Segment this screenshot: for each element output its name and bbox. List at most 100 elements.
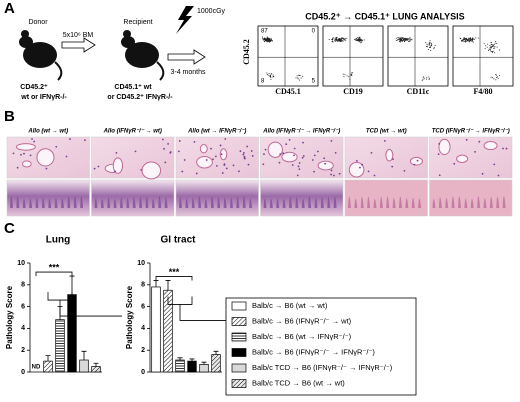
panel-label: A [4,0,15,17]
villus [198,196,202,208]
y-tick-label: 6 [141,303,145,310]
flow-event [331,41,333,42]
infiltrate [212,158,214,161]
infiltrate [167,143,169,145]
flow-event [403,38,405,40]
infiltrate [250,150,253,152]
flow-event [360,42,362,44]
flow-event [497,76,498,78]
y-tick-label: 8 [141,282,145,289]
infiltrate [438,143,441,145]
flow-event [430,46,431,48]
flow-event [342,37,344,39]
legend-label: Balb/c TCD → B6 (IFNγR⁻/⁻ → IFNγR⁻/⁻) [252,363,393,372]
flow-event [493,47,495,49]
flow-event [265,39,267,41]
flow-event [466,38,468,40]
flow-event [266,36,268,38]
flow-event [273,75,275,77]
flow-event [491,46,493,48]
flow-event [469,40,471,42]
infiltrate [465,138,468,141]
flow-event [399,37,401,39]
flow-event [472,38,473,40]
flow-event [406,38,408,40]
villus [438,197,442,208]
infiltrate [263,153,265,155]
flow-event [425,78,427,80]
flow-event [470,39,471,41]
infiltrate [313,154,316,157]
airway [21,160,32,168]
flow-event [404,39,405,41]
flow-event [467,40,469,42]
flow-event [470,38,472,40]
chart-title: Lung [46,235,70,246]
flow-event [264,40,266,42]
airway [199,144,208,154]
flow-event [355,40,357,41]
flow-event [340,40,341,42]
villus [399,196,402,208]
infiltrate [279,153,282,156]
flow-event [339,40,341,42]
infiltrate [243,155,246,158]
villus [392,198,396,208]
flow-event [345,39,347,41]
villus [48,198,52,208]
significance-bracket [47,292,122,317]
infiltrate [163,147,165,150]
flow-event [266,41,268,43]
villus [16,196,20,208]
flow-event [470,38,471,39]
villus [276,198,280,208]
infiltrate [302,155,305,157]
legend-label: Balb/c → B6 (IFNγR⁻/⁻ → IFNγR⁻/⁻) [252,347,375,356]
flow-event [423,78,425,80]
flow-event [357,40,359,42]
infiltrate [403,169,406,172]
infiltrate [370,151,373,154]
infiltrate [323,157,326,160]
infiltrate [296,174,299,177]
flow-event [398,39,400,40]
infiltrate [225,167,228,170]
flow-event [298,74,300,76]
infiltrate [115,151,118,154]
flow-event [488,50,490,52]
flow-event [339,39,340,40]
infiltrate [23,152,25,155]
lung-image [175,136,259,179]
airway [438,138,451,156]
infiltrate [361,163,364,166]
infiltrate [497,174,500,177]
mouse-icon [19,30,63,81]
flow-event [405,39,406,40]
flow-event [401,40,403,41]
flow-event [485,45,487,47]
flow-event [266,72,268,74]
villus [289,196,292,208]
villus [54,198,58,208]
infiltrate [278,161,281,164]
infiltrate [242,153,245,156]
villus [314,198,318,208]
flow-event [434,45,436,47]
flow-event [272,74,274,76]
donor-genotype: wt or IFNγR-/- [20,94,67,101]
flow-event [270,78,272,80]
flow-event [264,37,266,39]
flow-event [404,37,406,39]
flow-event [265,40,267,42]
infiltrate [298,168,301,171]
airway [456,154,469,164]
villus [67,196,71,208]
flow-event [463,38,465,40]
bar [187,360,197,373]
flow-event [495,74,497,76]
villus [477,196,481,208]
flow-event [350,73,352,75]
flow-event [409,38,411,40]
villus [301,198,305,208]
flow-event [427,49,429,50]
